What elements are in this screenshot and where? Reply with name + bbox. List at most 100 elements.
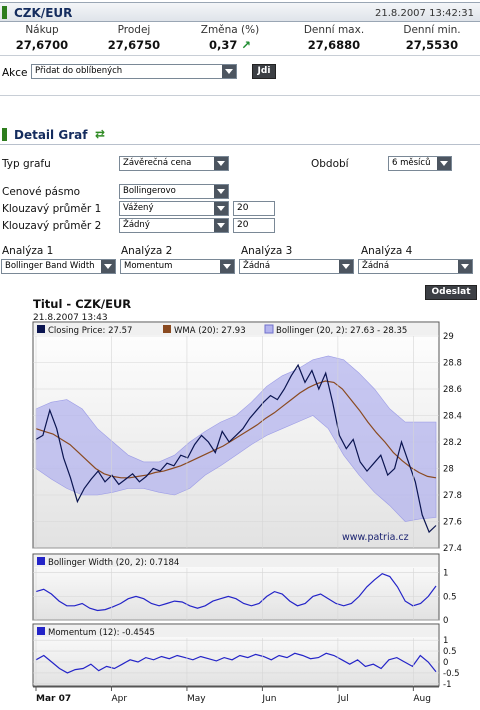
momentum-y-ticks: 10.50-0.5-1	[443, 636, 460, 690]
analyza-2-select[interactable]: Momentum	[120, 259, 235, 274]
analyza-4-select[interactable]: Žádná	[358, 259, 473, 274]
analyza-2-value: Momentum	[124, 261, 173, 271]
y-tick-label: 28.2	[443, 438, 462, 448]
divider	[0, 95, 480, 96]
y-tick-label: 27.6	[443, 518, 462, 528]
change-value: 0,37	[208, 38, 238, 52]
y-tick-label: 28	[443, 465, 454, 475]
analyza-1-select[interactable]: Bollinger Band Width	[1, 259, 116, 274]
chevron-down-icon	[101, 260, 115, 273]
analyza-4-label: Analýza 4	[361, 245, 413, 257]
obdobi-select[interactable]: 6 měsíců	[388, 156, 452, 171]
quote-zmena: Změna (%) 0,37 ↗	[190, 24, 270, 52]
chevron-down-icon	[214, 219, 228, 232]
quote-prodej: Prodej 27,6750	[94, 24, 174, 52]
legend-swatch-momentum	[37, 627, 45, 635]
legend-bg	[34, 625, 438, 637]
momentum-line	[35, 652, 437, 674]
quote-value: 27,6750	[107, 38, 161, 52]
x-tick-label: May	[187, 694, 206, 704]
legend-bollinger: Bollinger (20, 2): 27.63 - 28.35	[276, 326, 407, 336]
y-tick-label: 28.8	[443, 359, 462, 369]
legend-closing-price: Closing Price: 27.57	[48, 326, 132, 336]
analyza-2-label: Analýza 2	[121, 245, 173, 257]
bollinger-width-line	[35, 573, 437, 612]
main-y-ticks: 29 28.8 28.6 28.4 28.2 28 27.8 27.6 27.4	[443, 332, 462, 554]
arrow-up-right-icon: ↗	[241, 38, 252, 52]
jdi-button[interactable]: Jdi	[252, 64, 276, 79]
quote-label: Prodej	[117, 24, 151, 36]
typ-grafu-select[interactable]: Závěrečná cena	[119, 156, 229, 171]
akce-select[interactable]: Přidat do oblíbených	[31, 64, 237, 79]
analyza-3-select[interactable]: Žádná	[239, 259, 354, 274]
y-tick-label: -1	[443, 680, 451, 690]
legend-swatch-price	[37, 325, 45, 333]
legend-swatch-wma	[163, 325, 171, 333]
detail-header: Detail Graf ⇄	[0, 125, 480, 145]
section-title: Detail Graf	[14, 128, 88, 142]
ma2-period-input[interactable]: 20	[233, 218, 275, 233]
legend-wma: WMA (20): 27.93	[174, 326, 246, 336]
header-accent	[2, 128, 7, 141]
header-bar: CZK/EUR 21.8.2007 13:42:31	[0, 2, 480, 22]
analyza-3-value: Žádná	[243, 261, 271, 271]
obdobi-label: Období	[311, 158, 349, 170]
x-tick-label: Mar 07	[36, 694, 71, 704]
legend-bg	[34, 555, 438, 567]
ma1-select[interactable]: Vážený	[119, 201, 229, 216]
akce-label: Akce	[2, 67, 28, 79]
quote-value: 27,5530	[405, 38, 459, 52]
y-tick-label: 29	[443, 332, 454, 342]
analyza-1-label: Analýza 1	[2, 245, 54, 257]
y-tick-label: 0.5	[443, 592, 457, 602]
x-tick-label: Aug	[413, 694, 431, 704]
y-tick-label: 27.4	[443, 544, 462, 554]
quote-nakup: Nákup 27,6700	[2, 24, 82, 52]
wma-line	[35, 380, 437, 479]
chevron-down-icon	[339, 260, 353, 273]
akce-select-value: Přidat do oblíbených	[35, 66, 123, 76]
y-tick-label: 28.4	[443, 412, 462, 422]
chevron-down-icon	[214, 157, 228, 170]
header-accent	[2, 6, 7, 19]
width-y-ticks: 10.50	[443, 569, 457, 626]
chevron-down-icon	[222, 65, 236, 78]
quote-label: Denní min.	[403, 24, 461, 36]
closing-price-line	[35, 363, 437, 534]
analyza-3-label: Analýza 3	[241, 245, 293, 257]
x-tick-label: Jul	[337, 694, 349, 704]
typ-grafu-value: Závěrečná cena	[123, 158, 192, 168]
y-tick-label: 1	[443, 636, 448, 646]
watermark: www.patria.cz	[342, 532, 409, 543]
analyza-1-value: Bollinger Band Width	[5, 261, 95, 271]
divider	[0, 55, 480, 56]
ma1-period-input[interactable]: 20	[233, 201, 275, 216]
legend-swatch-bollinger	[264, 324, 274, 334]
chart-refresh-icon[interactable]: ⇄	[95, 127, 106, 141]
quote-min: Denní min. 27,5530	[392, 24, 472, 52]
quote-value: 27,6700	[15, 38, 69, 52]
y-tick-label: 0	[443, 616, 448, 626]
chevron-down-icon	[214, 202, 228, 215]
cenove-pasmo-label: Cenové pásmo	[2, 186, 81, 198]
quote-max: Denní max. 27,6880	[294, 24, 374, 52]
cenove-pasmo-value: Bollingerovo	[123, 186, 176, 196]
quote-value: 0,37 ↗	[190, 38, 270, 52]
odeslat-button[interactable]: Odeslat	[425, 285, 477, 300]
momentum-grid	[33, 639, 439, 685]
legend-momentum: Momentum (12): -0.4545	[48, 628, 155, 638]
x-tick-label: Apr	[111, 694, 127, 704]
analyza-4-value: Žádná	[362, 261, 390, 271]
price-chart: Titul - CZK/EUR 21.8.2007 13:43 www.patr…	[32, 297, 462, 704]
quote-label: Nákup	[25, 24, 59, 36]
y-tick-label: -0.5	[443, 669, 460, 679]
ma1-value: Vážený	[123, 203, 154, 213]
quote-datetime: 21.8.2007 13:42:31	[375, 8, 474, 19]
ma2-select[interactable]: Žádný	[119, 218, 229, 233]
legend-swatch-width	[37, 557, 45, 565]
x-tick-label: Jun	[261, 694, 276, 704]
y-tick-label: 27.8	[443, 491, 462, 501]
y-tick-label: 0	[443, 658, 448, 668]
cenove-pasmo-select[interactable]: Bollingerovo	[119, 184, 229, 199]
legend-bollinger-width: Bollinger Width (20, 2): 0.7184	[48, 558, 179, 568]
